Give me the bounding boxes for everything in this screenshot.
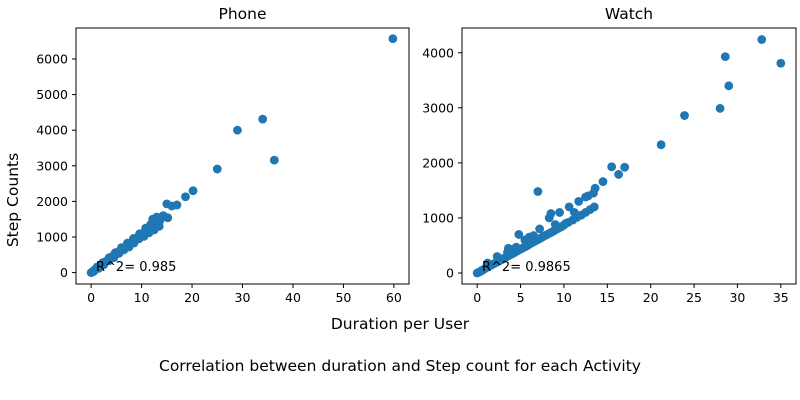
figure-caption: Correlation between duration and Step co… [159,357,641,375]
watch-x-tick-label: 25 [686,290,702,305]
watch-data-point [564,202,574,212]
phone-y-tick-label: 0 [60,265,68,280]
watch-data-point [546,209,556,218]
watch-data-point [569,208,579,217]
watch-data-point [504,243,513,253]
phone-data-point [110,248,120,258]
watch-data-point [614,170,623,179]
phone-x-tick-label: 20 [184,290,200,305]
watch-y-tick-label: 1000 [422,210,454,225]
watch-data-point [533,187,543,196]
phone-data-point [98,258,108,268]
phone-data-point [117,243,126,253]
phone-data-point [269,155,279,165]
watch-x-tick-label: 15 [599,290,615,305]
watch-chart-title: Watch [605,5,653,23]
watch-data-point [477,266,486,276]
phone-x-tick-label: 10 [134,290,150,305]
watch-x-tick-label: 10 [556,290,572,305]
phone-data-point [129,234,138,243]
watch-data-point [514,230,524,239]
phone-data-point [181,192,190,202]
watch-data-point [680,111,689,120]
watch-data-point [589,202,599,212]
watch-data-point [492,252,502,261]
watch-x-tick-label: 20 [643,290,659,305]
phone-data-point [152,212,162,222]
phone-y-tick-label: 1000 [36,230,68,245]
watch-data-point [511,242,521,252]
phone-data-point [104,253,114,263]
watch-data-point [620,162,630,172]
watch-data-point [524,232,534,242]
watch-data-point [535,224,545,234]
watch-data-point [724,81,734,91]
watch-y-tick-label: 2000 [422,155,454,170]
phone-r-squared-annotation: R^2= 0.985 [96,260,176,275]
watch-r-squared-annotation: R^2= 0.9865 [482,260,571,275]
watch-data-point [656,140,666,150]
x-axis-label: Duration per User [331,315,470,333]
watch-data-point [574,197,584,206]
watch-x-tick-label: 35 [773,290,789,305]
watch-data-point [555,208,564,217]
phone-y-tick-label: 3000 [36,158,68,173]
phone-data-point [258,114,268,124]
watch-data-point [757,35,767,44]
watch-y-tick-label: 0 [446,265,454,280]
phone-data-point [172,200,182,210]
phone-x-tick-label: 40 [285,290,301,305]
watch-plot-frame [461,27,797,285]
phone-data-point [163,213,173,223]
watch-chart-panel: Watch 0 5 10 15 20 25 30 35 0 1000 2000 3000 4000 R^2=… [422,5,797,305]
phone-data-point [188,186,198,196]
phone-x-tick-label: 30 [235,290,251,305]
phone-y-tick-label: 4000 [36,123,68,138]
phone-chart-title: Phone [218,5,266,23]
phone-y-tick-label: 5000 [36,87,68,102]
watch-x-tick-label: 0 [473,290,481,305]
phone-x-tick-label: 60 [386,290,402,305]
watch-data-point [598,177,608,187]
watch-data-point [720,52,730,62]
phone-data-point [154,221,164,231]
watch-x-tick-label: 5 [517,290,525,305]
phone-data-point [123,238,132,248]
watch-data-point [583,191,593,201]
phone-data-point [212,164,222,174]
phone-y-tick-label: 6000 [36,51,68,66]
watch-data-point [483,258,492,268]
watch-y-tick-label: 3000 [422,100,454,115]
phone-y-tick-label: 2000 [36,194,68,209]
watch-data-point [776,58,786,68]
watch-data-point [607,162,617,172]
watch-data-point [715,103,725,113]
watch-data-point [550,220,560,229]
watch-x-tick-label: 30 [729,290,745,305]
y-axis-label: Step Counts [4,153,22,247]
phone-data-point [135,229,144,239]
phone-x-tick-label: 0 [87,290,95,305]
watch-data-point [590,183,600,193]
phone-data-point [233,125,242,135]
watch-y-tick-label: 4000 [422,45,454,60]
phone-data-point [388,34,398,44]
watch-data-point [561,219,571,228]
phone-chart-panel: Phone 0 10 20 30 40 50 60 0 1000 2000 3000 4000 5000 6… [36,5,410,305]
phone-x-tick-label: 50 [335,290,351,305]
